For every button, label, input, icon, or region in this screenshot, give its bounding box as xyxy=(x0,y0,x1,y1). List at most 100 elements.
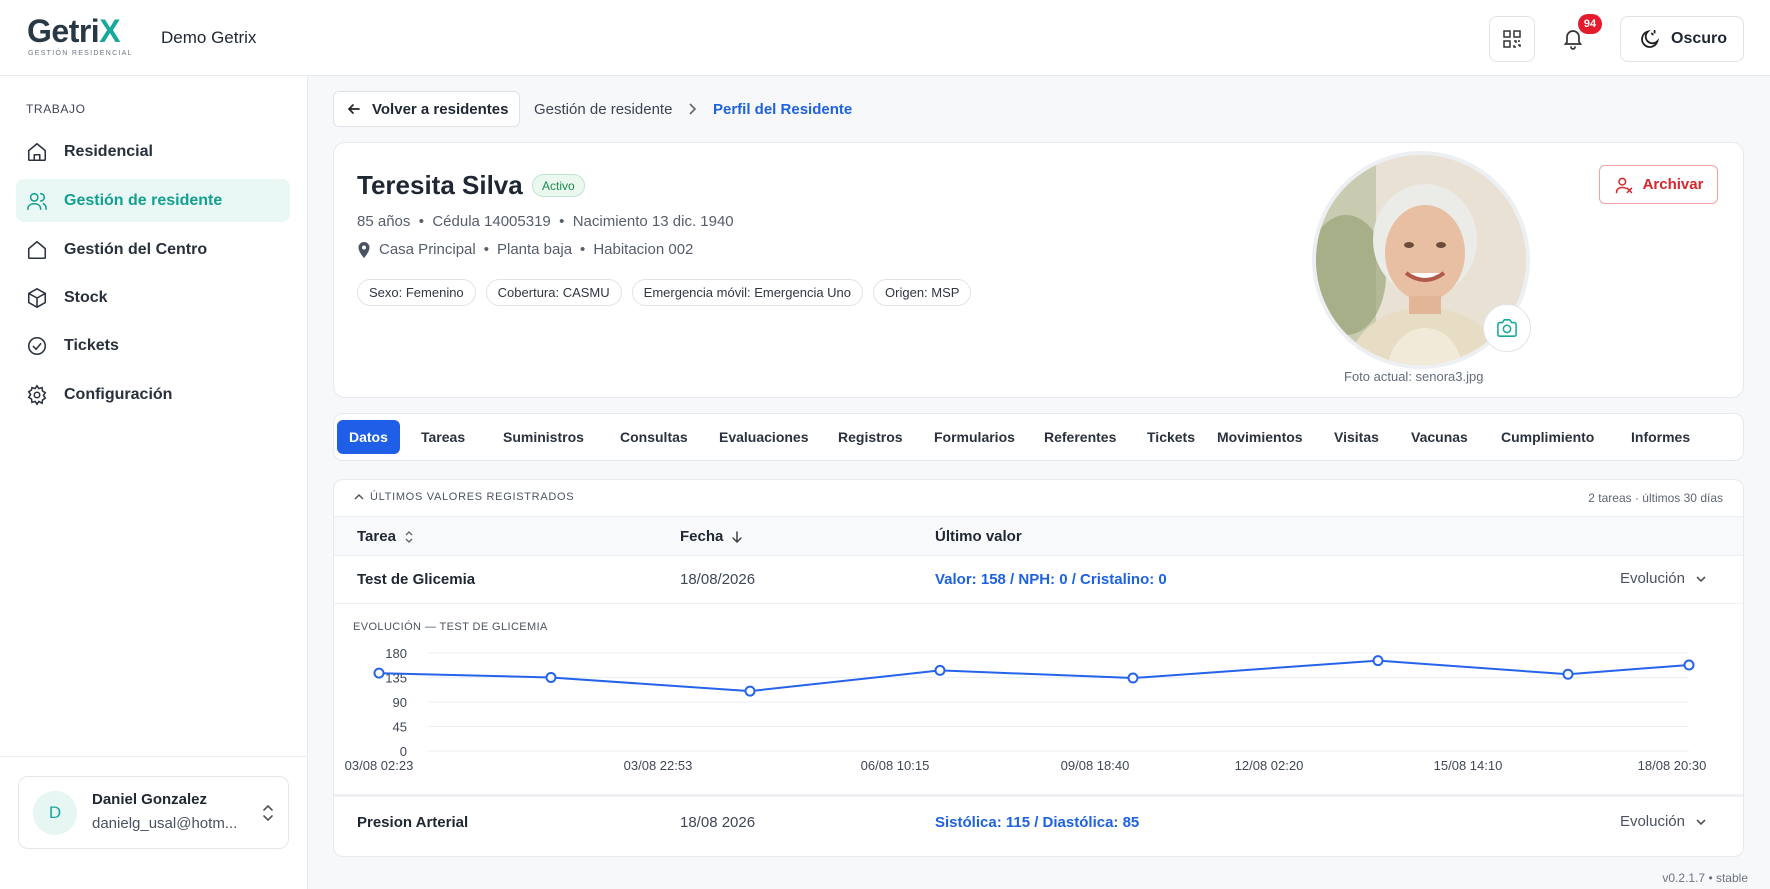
archive-button[interactable]: Archivar xyxy=(1599,165,1718,204)
tab-referentes[interactable]: Referentes xyxy=(1044,429,1117,445)
data-point xyxy=(934,664,946,676)
sidebar-item-stock[interactable]: Stock xyxy=(16,276,290,319)
column-fecha[interactable]: Fecha xyxy=(680,528,743,545)
tab-formularios[interactable]: Formularios xyxy=(934,429,1015,445)
theme-toggle-button[interactable]: Oscuro xyxy=(1620,16,1744,62)
location-floor: Planta baja xyxy=(496,241,573,258)
series-line xyxy=(378,659,1690,693)
tab-tickets[interactable]: Tickets xyxy=(1147,429,1195,445)
arrow-left-icon xyxy=(347,104,360,114)
chevron-up-down-icon xyxy=(263,804,273,822)
row-value[interactable]: Valor: 158 / NPH: 0 / Cristalino: 0 xyxy=(935,571,1167,588)
app-version: v0.2.1.7 • stable xyxy=(1662,871,1748,885)
evolution-toggle[interactable]: Evolución xyxy=(1620,813,1707,830)
breadcrumb-gestion-residente[interactable]: Gestión de residente xyxy=(534,101,673,118)
user-menu[interactable]: D Daniel Gonzalez danielg_usal@hotm... xyxy=(18,776,289,849)
resident-age: 85 años xyxy=(357,213,411,230)
avatar: D xyxy=(33,791,77,835)
row-value[interactable]: Sistólica: 115 / Diastólica: 85 xyxy=(935,814,1140,831)
sidebar-item-label: Stock xyxy=(64,288,108,306)
check-circle-icon xyxy=(27,336,47,355)
notifications-button[interactable] xyxy=(1557,22,1589,54)
column-tarea[interactable]: Tarea xyxy=(357,528,414,545)
user-name: Daniel Gonzalez xyxy=(92,791,208,808)
data-point xyxy=(545,672,557,683)
sidebar-item-residencial[interactable]: Residencial xyxy=(16,130,290,173)
back-to-residents-button[interactable]: Volver a residentes xyxy=(333,91,520,127)
logo-subtitle: GESTIÓN RESIDENCIAL xyxy=(28,50,133,57)
tag-emergencia: Emergencia móvil: Emergencia Uno xyxy=(631,279,864,306)
tag-origen: Origen: MSP xyxy=(873,279,972,306)
getrix-logo[interactable]: GetriX GESTIÓN RESIDENCIAL xyxy=(27,14,142,62)
column-label: Fecha xyxy=(680,528,724,545)
sidebar-item-tickets[interactable]: Tickets xyxy=(16,324,290,367)
profile-tabs: Datos Tareas Suministros Consultas Evalu… xyxy=(333,413,1744,461)
top-bar: GetriX GESTIÓN RESIDENCIAL Demo Getrix 9… xyxy=(0,0,1770,76)
tab-suministros[interactable]: Suministros xyxy=(503,429,584,445)
resident-meta: 85 años • Cédula 14005319 • Nacimiento 1… xyxy=(357,213,734,230)
x-tick-label: 03/08 22:53 xyxy=(624,758,693,773)
map-pin-icon xyxy=(358,241,370,258)
arrow-down-icon xyxy=(732,530,743,543)
logo-text: Getri xyxy=(27,13,100,49)
evolution-label: Evolución xyxy=(1619,813,1685,830)
glicemia-evolution-chart: EVOLUCIÓN — TEST DE GLICEMIA 0 45 90 135 180… xyxy=(334,605,1743,797)
resident-id: Cédula 14005319 xyxy=(432,213,551,230)
data-point xyxy=(1562,668,1574,680)
breadcrumb-current-page: Perfil del Residente xyxy=(713,101,853,118)
location-house: Casa Principal xyxy=(379,241,476,258)
tag-sexo: Sexo: Femenino xyxy=(357,279,476,306)
sidebar-item-label: Configuración xyxy=(64,385,173,403)
tab-vacunas[interactable]: Vacunas xyxy=(1411,429,1468,445)
resident-birth: Nacimiento 13 dic. 1940 xyxy=(572,213,734,230)
change-photo-button[interactable] xyxy=(1483,304,1531,352)
y-tick-label: 45 xyxy=(393,720,407,735)
panel-collapse-toggle[interactable]: ÚLTIMOS VALORES REGISTRADOS xyxy=(354,491,574,503)
evolution-label: Evolución xyxy=(1619,570,1685,587)
x-tick-label: 03/08 02:23 xyxy=(345,758,414,773)
qr-code-button[interactable] xyxy=(1489,16,1535,62)
qr-code-icon xyxy=(1503,30,1521,48)
data-point xyxy=(1372,655,1384,667)
separator: • xyxy=(554,213,573,230)
status-badge: Activo xyxy=(532,174,585,197)
theme-label: Oscuro xyxy=(1671,30,1728,47)
table-header: Tarea Fecha Último valor xyxy=(334,516,1743,556)
evolution-toggle[interactable]: Evolución xyxy=(1620,570,1707,587)
user-remove-icon xyxy=(1615,177,1632,193)
sidebar-item-label: Gestión del Centro xyxy=(64,240,208,258)
sidebar-item-label: Gestión de residente xyxy=(64,191,223,209)
moon-icon xyxy=(1641,29,1660,48)
sort-icon xyxy=(405,530,413,543)
tab-registros[interactable]: Registros xyxy=(838,429,903,445)
tab-evaluaciones[interactable]: Evaluaciones xyxy=(719,429,809,445)
table-row[interactable]: Presion Arterial 18/08 2026 Sistólica: 1… xyxy=(334,799,1743,847)
back-label: Volver a residentes xyxy=(372,100,509,118)
chevron-down-icon xyxy=(1696,818,1706,825)
chevron-up-icon xyxy=(354,493,364,500)
sidebar-item-gestion-centro[interactable]: Gestión del Centro xyxy=(16,228,290,271)
x-tick-label: 06/08 10:15 xyxy=(861,758,930,773)
tab-movimientos[interactable]: Movimientos xyxy=(1217,429,1303,445)
tab-consultas[interactable]: Consultas xyxy=(620,429,688,445)
box-icon xyxy=(27,287,47,308)
chart-title: EVOLUCIÓN — TEST DE GLICEMIA xyxy=(353,621,548,633)
tab-tareas[interactable]: Tareas xyxy=(421,429,466,445)
separator: • xyxy=(414,213,433,230)
row-task: Presion Arterial xyxy=(357,814,469,831)
tab-cumplimiento[interactable]: Cumplimiento xyxy=(1501,429,1595,445)
sidebar-divider xyxy=(0,756,308,757)
tab-visitas[interactable]: Visitas xyxy=(1334,429,1379,445)
sidebar-item-gestion-residente[interactable]: Gestión de residente xyxy=(16,179,290,222)
table-row[interactable]: Test de Glicemia 18/08/2026 Valor: 158 /… xyxy=(334,556,1743,604)
latest-values-panel: ÚLTIMOS VALORES REGISTRADOS 2 tareas · ú… xyxy=(333,479,1744,857)
bell-icon xyxy=(1563,30,1583,50)
tab-informes[interactable]: Informes xyxy=(1631,429,1691,445)
separator: • xyxy=(580,241,586,258)
sidebar-item-configuracion[interactable]: Configuración xyxy=(16,373,290,416)
column-label: Tarea xyxy=(357,528,396,545)
tag-cobertura: Cobertura: CASMU xyxy=(485,279,622,306)
tab-datos[interactable]: Datos xyxy=(337,420,400,454)
location-room: Habitacion 002 xyxy=(593,241,694,258)
